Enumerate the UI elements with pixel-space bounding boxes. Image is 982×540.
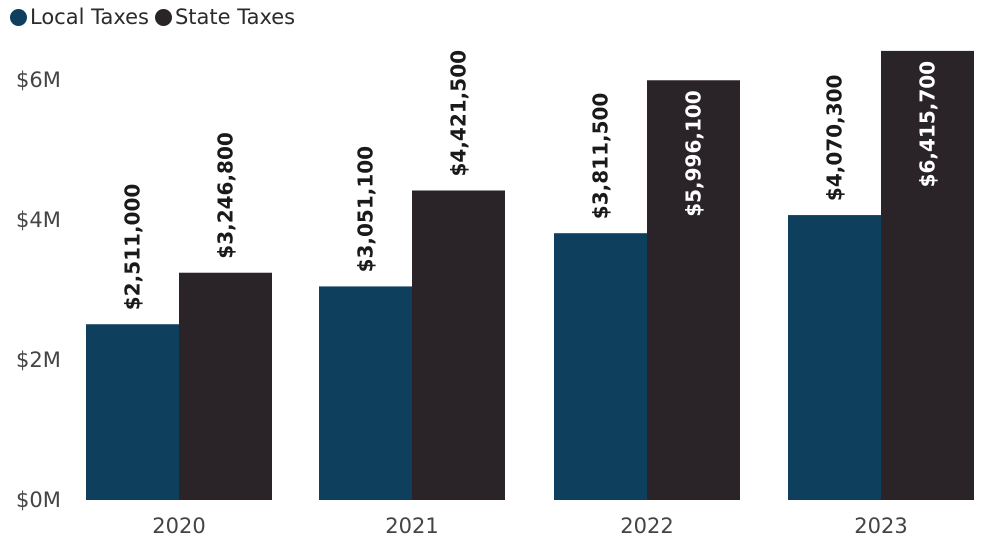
bar-local-taxes-2021 <box>319 286 412 500</box>
legend-label-state-taxes: State Taxes <box>174 5 296 29</box>
bar-local-taxes-2022 <box>554 233 647 500</box>
y-tick-label: $2M <box>16 348 61 372</box>
data-label: $4,070,300 <box>823 75 847 202</box>
data-label: $2,511,000 <box>121 184 145 311</box>
chart-legend: Local Taxes State Taxes <box>10 4 295 30</box>
data-label: $3,811,500 <box>589 93 613 220</box>
legend-swatch-state-taxes <box>154 8 172 26</box>
bar-state-taxes-2021 <box>412 190 505 500</box>
bar-state-taxes-2022 <box>647 80 740 500</box>
bar-local-taxes-2023 <box>788 215 881 501</box>
legend-label-local-taxes: Local Taxes <box>30 5 149 29</box>
bar-state-taxes-2020 <box>179 272 272 500</box>
data-label: $3,246,800 <box>214 132 238 259</box>
data-label: $4,421,500 <box>447 50 471 177</box>
bar-state-taxes-2023 <box>881 50 974 500</box>
legend-item-state-taxes[interactable]: State Taxes <box>154 5 296 29</box>
x-tick-label: 2022 <box>620 514 673 538</box>
legend-swatch-local-taxes <box>10 8 27 26</box>
data-label: $6,415,700 <box>916 61 940 188</box>
x-tick-label: 2020 <box>152 514 205 538</box>
x-tick-label: 2023 <box>854 514 907 538</box>
y-tick-label: $0M <box>16 488 61 512</box>
y-tick-label: $4M <box>16 208 61 232</box>
x-tick-label: 2021 <box>385 514 438 538</box>
data-label: $5,996,100 <box>682 90 706 217</box>
y-tick-label: $6M <box>16 68 61 92</box>
data-label: $3,051,100 <box>354 146 378 273</box>
legend-item-local-taxes[interactable]: Local Taxes <box>10 5 149 29</box>
bar-local-taxes-2020 <box>86 324 179 500</box>
